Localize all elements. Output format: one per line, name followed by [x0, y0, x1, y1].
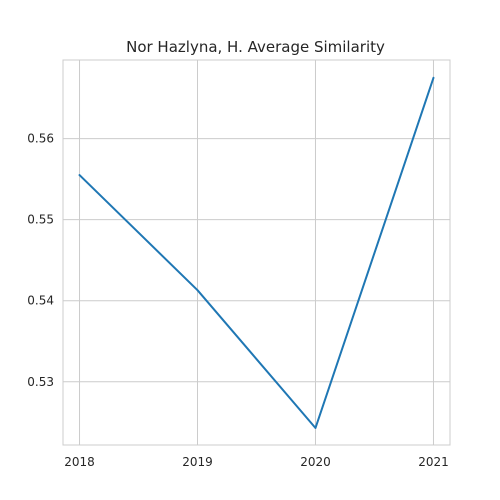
y-tick-label: 0.56 — [27, 132, 54, 146]
x-tick-label: 2018 — [64, 455, 95, 469]
y-tick-label: 0.55 — [27, 213, 54, 227]
series-line — [78, 76, 435, 429]
x-axis-ticks: 2018 2019 2020 2021 — [64, 455, 449, 469]
series-layer — [78, 76, 435, 429]
x-tick-label: 2020 — [300, 455, 331, 469]
chart-title: Nor Hazlyna, H. Average Similarity — [126, 38, 385, 56]
grid-layer — [63, 60, 450, 445]
y-axis-ticks: 0.53 0.54 0.55 0.56 — [27, 132, 54, 389]
y-tick-label: 0.53 — [27, 375, 54, 389]
plot-area — [62, 59, 451, 446]
y-tick-label: 0.54 — [27, 294, 54, 308]
x-tick-label: 2019 — [182, 455, 213, 469]
x-tick-label: 2021 — [418, 455, 449, 469]
